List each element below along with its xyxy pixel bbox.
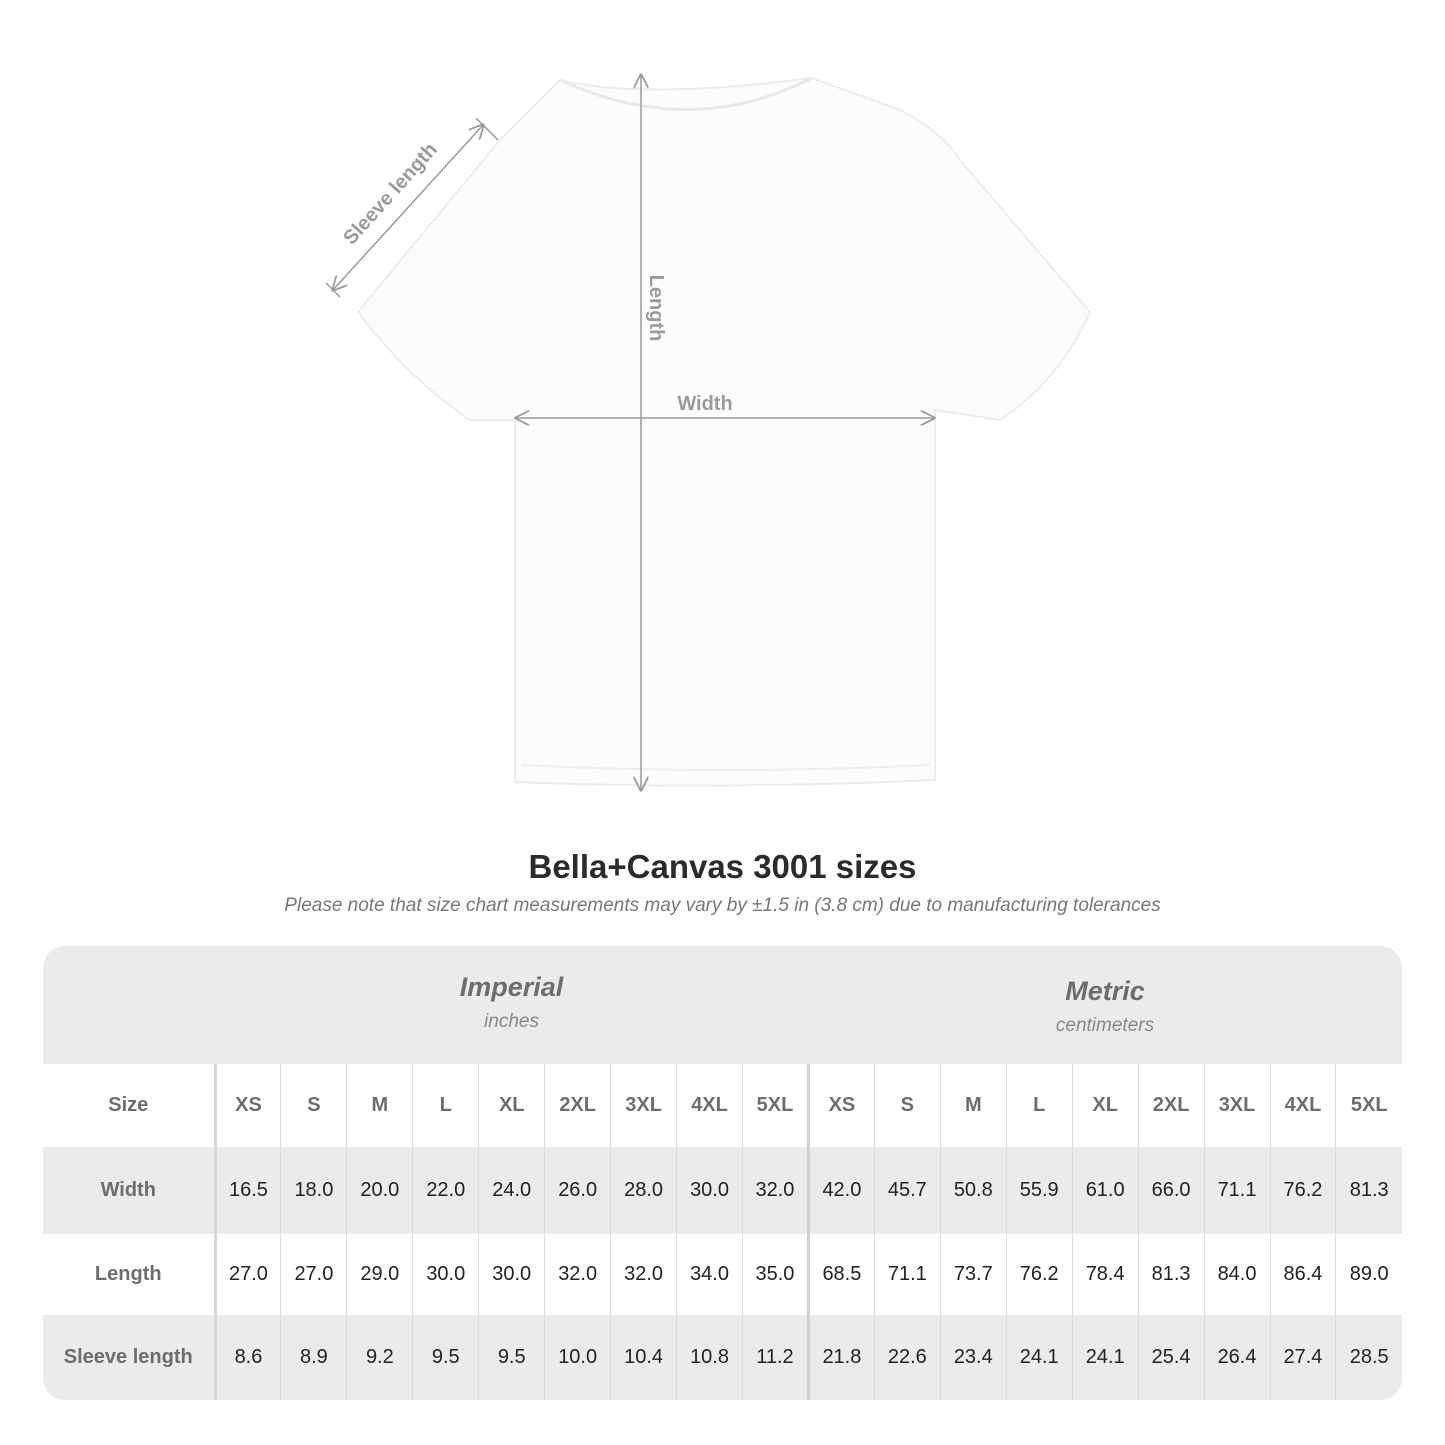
metric-size-3XL: 3XL — [1203, 1064, 1270, 1147]
imperial-cell: 18.0 — [280, 1147, 347, 1234]
sleeve-arrow — [333, 125, 483, 290]
imperial-cell: 10.8 — [676, 1315, 743, 1400]
metric-cell: 23.4 — [939, 1315, 1007, 1400]
imperial-cell: 28.0 — [610, 1147, 677, 1234]
measurements-table: Size XS S M L XL 2XL 3XL 4XL 5XL XS S M L XL 2XL 3XL 4XL 5… — [43, 1064, 1402, 1400]
imperial-size-M: M — [346, 1064, 413, 1147]
imperial-size-5XL: 5XL — [742, 1064, 809, 1147]
imperial-cell: 10.4 — [610, 1315, 677, 1400]
imperial-cell: 30.0 — [676, 1147, 743, 1234]
metric-cell: 61.0 — [1071, 1147, 1139, 1234]
length-label: Length — [645, 275, 667, 342]
metric-cell: 78.4 — [1071, 1234, 1139, 1315]
imperial-size-2XL: 2XL — [544, 1064, 611, 1147]
metric-cell: 45.7 — [873, 1147, 941, 1234]
metric-size-L: L — [1005, 1064, 1073, 1147]
metric-cell: 26.4 — [1203, 1315, 1270, 1400]
metric-size-5XL: 5XL — [1335, 1064, 1402, 1147]
metric-cell: 68.5 — [806, 1234, 875, 1315]
metric-heading: Metric — [1065, 976, 1145, 1006]
tshirt-diagram: Sleeve length Length Width — [325, 0, 1092, 830]
imperial-cell: 35.0 — [742, 1234, 809, 1315]
metric-cell: 76.2 — [1269, 1147, 1336, 1234]
imperial-cell: 32.0 — [544, 1234, 611, 1315]
imperial-size-L: L — [412, 1064, 479, 1147]
metric-cell: 86.4 — [1269, 1234, 1336, 1315]
metric-cell: 89.0 — [1335, 1234, 1402, 1315]
metric-cell: 24.1 — [1071, 1315, 1139, 1400]
imperial-cell: 30.0 — [478, 1234, 545, 1315]
imperial-cell: 22.0 — [412, 1147, 479, 1234]
imperial-size-XL: XL — [478, 1064, 545, 1147]
imperial-cell: 27.0 — [214, 1234, 281, 1315]
imperial-cell: 9.5 — [412, 1315, 479, 1400]
imperial-cell: 8.6 — [214, 1315, 281, 1400]
row-label: Length — [43, 1234, 217, 1315]
imperial-cell: 24.0 — [478, 1147, 545, 1234]
metric-size-2XL: 2XL — [1137, 1064, 1205, 1147]
size-table: Imperial inches Metric centimeters Size X… — [43, 946, 1402, 1400]
imperial-cell: 27.0 — [280, 1234, 347, 1315]
imperial-cell: 10.0 — [544, 1315, 611, 1400]
row-label: Sleeve length — [43, 1315, 217, 1400]
page-title: Bella+Canvas 3001 sizes — [528, 848, 917, 885]
imperial-cell: 32.0 — [610, 1234, 677, 1315]
metric-size-S: S — [873, 1064, 941, 1147]
metric-cell: 50.8 — [939, 1147, 1007, 1234]
metric-cell: 81.3 — [1137, 1234, 1205, 1315]
imperial-size-4XL: 4XL — [676, 1064, 743, 1147]
metric-size-XL: XL — [1071, 1064, 1139, 1147]
imperial-cell: 8.9 — [280, 1315, 347, 1400]
imperial-size-XS: XS — [214, 1064, 281, 1147]
metric-size-M: M — [939, 1064, 1007, 1147]
imperial-header: Imperial inches — [215, 946, 808, 1090]
imperial-cell: 26.0 — [544, 1147, 611, 1234]
imperial-cell: 20.0 — [346, 1147, 413, 1234]
imperial-cell: 30.0 — [412, 1234, 479, 1315]
imperial-size-S: S — [280, 1064, 347, 1147]
width-label: Width — [677, 393, 732, 415]
metric-cell: 27.4 — [1269, 1315, 1336, 1400]
metric-size-4XL: 4XL — [1269, 1064, 1336, 1147]
metric-size-XS: XS — [806, 1064, 875, 1147]
metric-cell: 22.6 — [873, 1315, 941, 1400]
imperial-cell: 16.5 — [214, 1147, 281, 1234]
metric-cell: 25.4 — [1137, 1315, 1205, 1400]
metric-cell: 55.9 — [1005, 1147, 1073, 1234]
metric-cell: 73.7 — [939, 1234, 1007, 1315]
metric-cell: 66.0 — [1137, 1147, 1205, 1234]
table-row: Width 16.5 18.0 20.0 22.0 24.0 26.0 28.0 30.0 32.… — [43, 1147, 1402, 1234]
metric-header: Metric centimeters — [808, 946, 1402, 1094]
row-label: Width — [43, 1147, 217, 1234]
table-row: Length 27.0 27.0 29.0 30.0 30.0 32.0 32.0 34.0 35… — [43, 1234, 1402, 1315]
imperial-cell: 34.0 — [676, 1234, 743, 1315]
metric-cell: 84.0 — [1203, 1234, 1270, 1315]
tolerance-note: Please note that size chart measurements… — [284, 895, 1161, 916]
imperial-unit: inches — [484, 1011, 539, 1032]
metric-cell: 76.2 — [1005, 1234, 1073, 1315]
size-header-row: Size XS S M L XL 2XL 3XL 4XL 5XL XS S M L XL 2XL 3XL 4XL 5… — [43, 1064, 1402, 1147]
imperial-cell: 9.2 — [346, 1315, 413, 1400]
imperial-cell: 29.0 — [346, 1234, 413, 1315]
table-row: Sleeve length 8.6 8.9 9.2 9.5 9.5 10.0 10.4 10.8… — [43, 1315, 1402, 1400]
metric-cell: 24.1 — [1005, 1315, 1073, 1400]
imperial-size-3XL: 3XL — [610, 1064, 677, 1147]
metric-cell: 71.1 — [1203, 1147, 1270, 1234]
imperial-cell: 11.2 — [742, 1315, 809, 1400]
size-label: Size — [43, 1064, 217, 1147]
metric-cell: 21.8 — [806, 1315, 875, 1400]
metric-cell: 71.1 — [873, 1234, 941, 1315]
tshirt-shape — [356, 76, 1092, 787]
metric-cell: 81.3 — [1335, 1147, 1402, 1234]
imperial-cell: 9.5 — [478, 1315, 545, 1400]
imperial-heading: Imperial — [459, 972, 564, 1002]
metric-unit: centimeters — [1055, 1015, 1155, 1036]
imperial-cell: 32.0 — [742, 1147, 809, 1234]
metric-cell: 28.5 — [1335, 1315, 1402, 1400]
metric-cell: 42.0 — [806, 1147, 875, 1234]
